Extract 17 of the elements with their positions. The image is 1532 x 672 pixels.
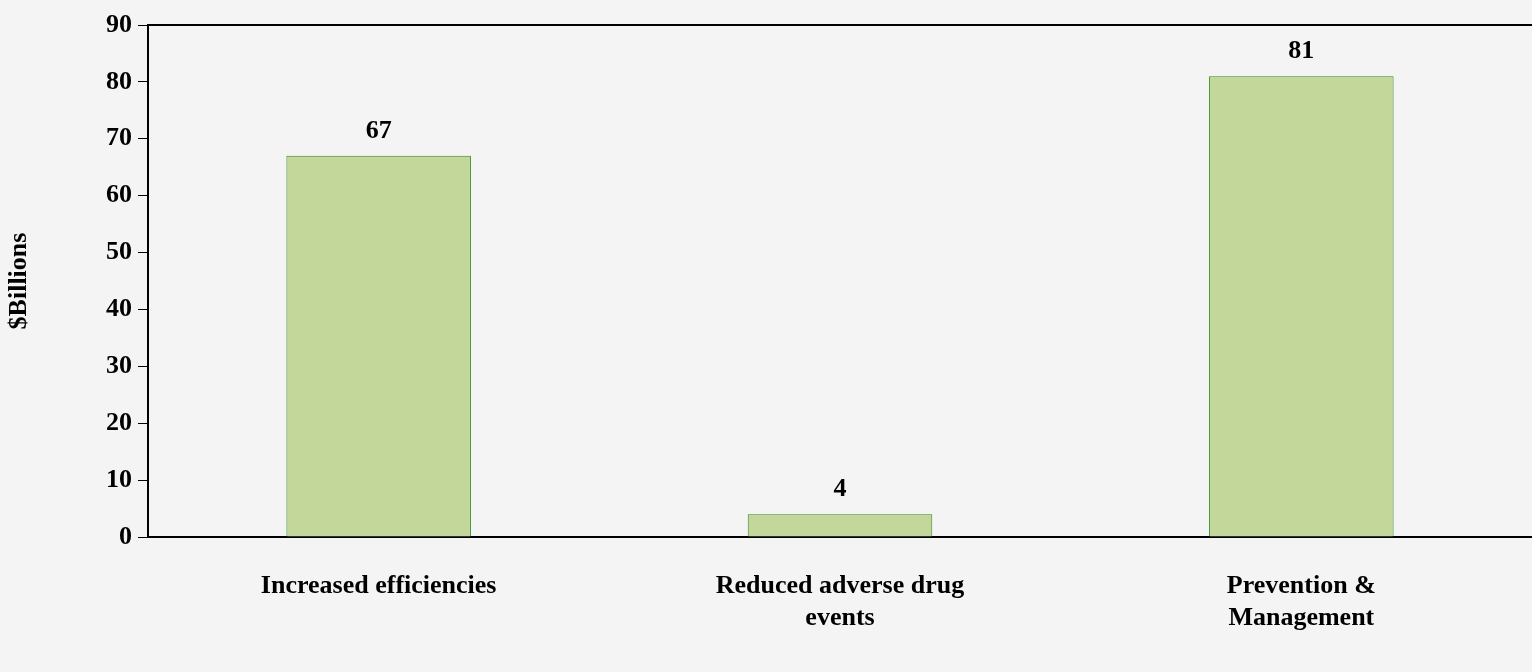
y-tick-label: 70 — [106, 122, 132, 152]
y-tick-label: 40 — [106, 293, 132, 323]
data-label: 4 — [833, 472, 847, 502]
data-label: 81 — [1288, 34, 1315, 64]
y-tick-label: 30 — [106, 350, 132, 380]
y-tick-label: 50 — [106, 236, 132, 266]
x-tick-label: Reduced adverse drug events — [715, 570, 965, 631]
y-tick-label: 10 — [106, 463, 132, 493]
y-axis-title: $Billions — [3, 232, 33, 330]
y-tick-label: 90 — [106, 8, 132, 38]
y-tick-label: 60 — [106, 179, 132, 209]
x-tick-label: Prevention & Management — [1226, 570, 1376, 631]
x-tick-label: Increased efficiencies — [260, 570, 497, 600]
y-tick-label: 0 — [119, 520, 132, 550]
data-label: 67 — [365, 114, 392, 144]
y-tick-label: 20 — [106, 406, 132, 436]
y-tick-label: 80 — [106, 65, 132, 95]
